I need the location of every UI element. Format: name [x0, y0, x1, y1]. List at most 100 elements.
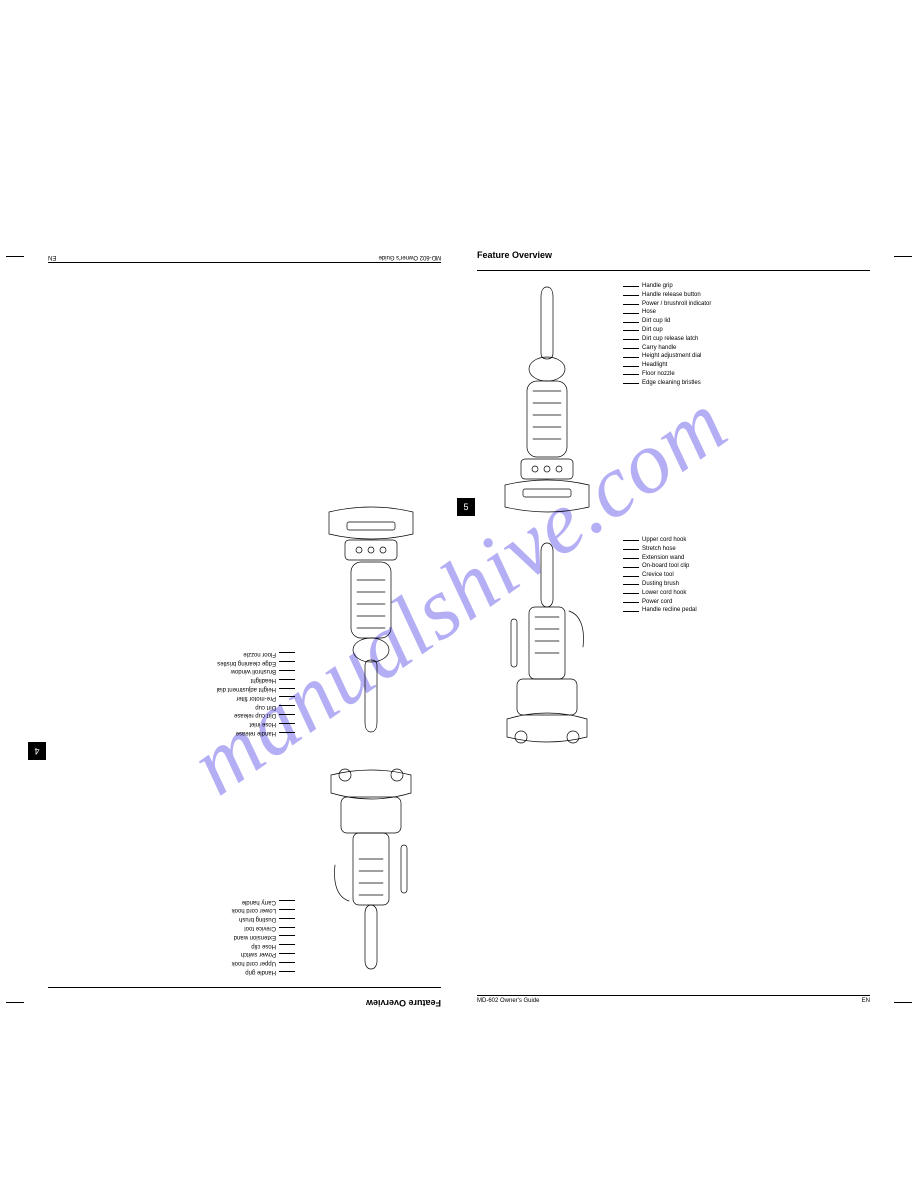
callout-row: Dirt cup	[623, 327, 870, 335]
callout-label: Lower cord hook	[48, 906, 276, 914]
crop-mark	[6, 256, 24, 257]
leader-line	[279, 953, 295, 954]
drawing-right-b	[477, 537, 617, 762]
leader-line	[623, 366, 639, 367]
callout-row: Headlight	[48, 675, 295, 683]
page-left: Feature Overview	[30, 250, 459, 1008]
leader-line	[623, 540, 639, 541]
callout-row: Power switch	[48, 950, 295, 958]
callout-row: Dusting brush	[623, 581, 870, 589]
callout-label: Power cord	[642, 599, 870, 607]
labels-left-b: Handle releaseHose inletDirt cup release…	[48, 496, 295, 736]
footer-left: MD-602 Owner's Guide EN	[48, 254, 441, 263]
leader-line	[279, 670, 295, 671]
callout-row: Stretch hose	[623, 546, 870, 554]
callout-label: Dusting brush	[642, 581, 870, 589]
callout-label: Handle recline pedal	[642, 607, 870, 615]
callout-label: Upper cord hook	[642, 537, 870, 545]
callout-label: Dusting brush	[48, 914, 276, 922]
callout-label: Hose inlet	[48, 719, 276, 727]
callout-row: Handle grip	[623, 283, 870, 291]
callout-label: Handle grip	[48, 967, 276, 975]
footer-right: MD-602 Owner's Guide EN	[477, 995, 870, 1004]
callout-label: Power switch	[48, 950, 276, 958]
callout-row: Edge cleaning bristles	[48, 658, 295, 666]
rule	[477, 270, 870, 271]
callout-row: Upper cord hook	[48, 958, 295, 966]
crop-mark	[6, 1002, 24, 1003]
leader-line	[623, 313, 639, 314]
leader-line	[279, 688, 295, 689]
callout-label: Dirt cup lid	[642, 318, 870, 326]
callout-row: Dirt cup release latch	[623, 336, 870, 344]
callout-label: Dirt cup	[642, 327, 870, 335]
leader-line	[279, 909, 295, 910]
callout-row: Floor nozzle	[48, 649, 295, 657]
callout-label: Power / brushroll indicator	[642, 301, 870, 309]
footer-left-text: MD-602 Owner's Guide	[378, 254, 441, 260]
labels-right-a: Handle gripHandle release buttonPower / …	[623, 283, 870, 523]
callout-row: Extension wand	[48, 932, 295, 940]
callout-label: Dirt cup	[48, 702, 276, 710]
vacuum-rear-icon	[477, 537, 617, 762]
callout-label: Floor nozzle	[48, 649, 276, 657]
callout-label: Extension wand	[48, 932, 276, 940]
diagram-left-b: Handle releaseHose inletDirt cup release…	[48, 496, 441, 736]
callout-row: Power / brushroll indicator	[623, 301, 870, 309]
callout-row: Brushroll window	[48, 667, 295, 675]
callout-label: Carry handle	[48, 897, 276, 905]
footer-right-lang: EN	[862, 998, 870, 1004]
leader-line	[279, 705, 295, 706]
callout-row: Handle release	[48, 728, 295, 736]
callout-row: Pre-motor filter	[48, 693, 295, 701]
footer-right-text: MD-602 Owner's Guide	[477, 998, 540, 1004]
callout-row: Crevice tool	[623, 572, 870, 580]
callout-row: Lower cord hook	[623, 590, 870, 598]
callout-label: Dirt cup release latch	[642, 336, 870, 344]
leader-line	[279, 714, 295, 715]
leader-line	[623, 322, 639, 323]
leader-line	[623, 602, 639, 603]
callout-row: Hose inlet	[48, 719, 295, 727]
callout-label: Handle release	[48, 728, 276, 736]
leader-line	[279, 652, 295, 653]
leader-line	[623, 348, 639, 349]
callout-label: Hose clip	[48, 941, 276, 949]
callout-label: Stretch hose	[642, 546, 870, 554]
leader-line	[279, 900, 295, 901]
callout-row: Hose	[623, 309, 870, 317]
callout-label: Crevice tool	[642, 572, 870, 580]
callout-label: Edge cleaning bristles	[642, 380, 870, 388]
drawing-right-a	[477, 283, 617, 523]
crop-mark	[894, 1002, 912, 1003]
callout-row: Carry handle	[623, 345, 870, 353]
heading-left: Feature Overview	[48, 998, 441, 1008]
page-right: Feature Overview	[459, 250, 888, 1008]
callout-label: Height adjustment dial	[48, 684, 276, 692]
callout-row: Dusting brush	[48, 914, 295, 922]
leader-line	[623, 374, 639, 375]
callout-label: Crevice tool	[48, 923, 276, 931]
leader-line	[623, 567, 639, 568]
leader-line	[279, 723, 295, 724]
callout-row: Hose clip	[48, 941, 295, 949]
callout-row: Handle recline pedal	[623, 607, 870, 615]
leader-line	[623, 611, 639, 612]
leader-line	[279, 962, 295, 963]
callout-label: Extension wand	[642, 555, 870, 563]
leader-line	[279, 679, 295, 680]
callout-row: Height adjustment dial	[623, 353, 870, 361]
diagram-left-a: Handle gripUpper cord hookPower switchHo…	[48, 750, 441, 975]
vacuum-rear-icon	[301, 750, 441, 975]
callout-row: Power cord	[623, 599, 870, 607]
callout-label: Carry handle	[642, 345, 870, 353]
callout-label: Brushroll window	[48, 667, 276, 675]
callout-label: Height adjustment dial	[642, 353, 870, 361]
callout-label: Edge cleaning bristles	[48, 658, 276, 666]
leader-line	[623, 383, 639, 384]
labels-right-b: Upper cord hookStretch hoseExtension wan…	[623, 537, 870, 762]
leader-line	[279, 935, 295, 936]
callout-label: Pre-motor filter	[48, 693, 276, 701]
leader-line	[623, 339, 639, 340]
drawing-left-b	[301, 496, 441, 736]
